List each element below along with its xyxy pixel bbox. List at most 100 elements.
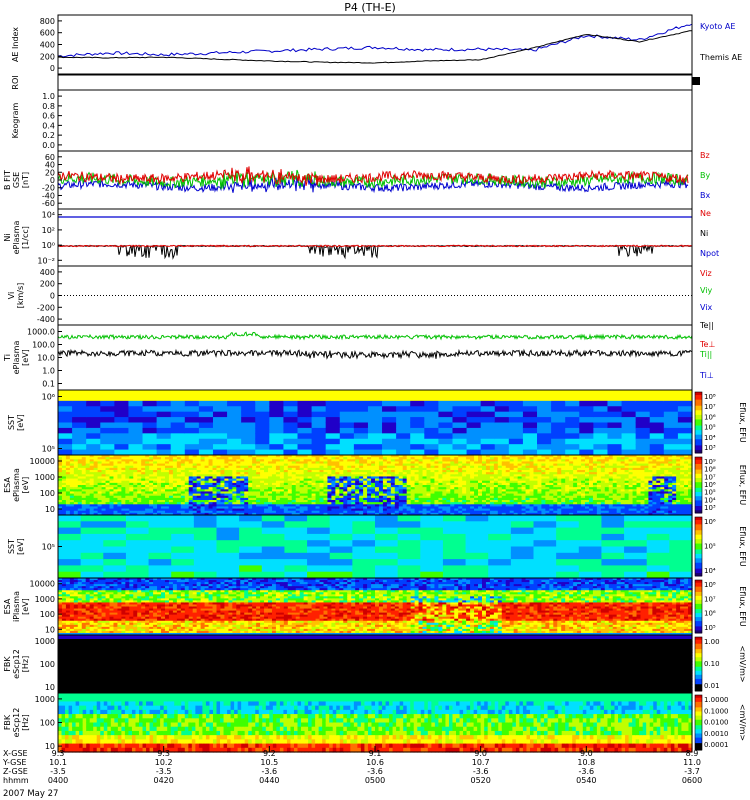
esa_e-cell	[137, 474, 142, 478]
esa_e-cell	[141, 457, 146, 460]
esa_e-cell	[311, 482, 317, 486]
esa_e-cell	[442, 474, 447, 478]
esa_e-cell	[442, 465, 447, 469]
esa_e-cell	[69, 510, 75, 514]
esa_e-cell	[279, 476, 285, 480]
esa_e-cell	[149, 489, 154, 493]
sst_e-cell	[522, 444, 538, 451]
esa_e-cell	[287, 478, 293, 482]
esa_e-cell	[351, 491, 356, 495]
esa_e-cell	[145, 459, 150, 463]
esa_e-cell	[58, 489, 63, 493]
esa_e-cell	[145, 480, 150, 484]
esa_e-cell	[434, 504, 439, 508]
esa_e-cell	[137, 482, 142, 486]
esa_e-cell	[394, 472, 400, 475]
esa_e-cell	[351, 472, 356, 475]
esa_e-cell	[137, 470, 142, 473]
esa_e-cell	[228, 506, 233, 510]
esa_e-cell	[295, 457, 301, 460]
esa_e-cell	[505, 495, 511, 499]
esa_e-cell	[533, 474, 539, 478]
esa_e-cell	[85, 487, 91, 490]
esa_e-cell	[121, 502, 126, 505]
esa_e-cell	[497, 489, 503, 493]
esa_e-cell	[450, 482, 455, 486]
esa_e-cell	[493, 461, 499, 465]
esa_e-cell	[478, 482, 483, 486]
esa_e-cell	[355, 465, 360, 469]
esa_e-cell	[275, 478, 281, 482]
esa_e-cell	[240, 463, 245, 467]
esa_e-cell	[244, 472, 249, 475]
esa_e-cell	[164, 467, 170, 471]
esa_e-cell	[485, 497, 491, 501]
esa_e-cell	[184, 491, 190, 495]
esa_e-cell	[458, 476, 463, 480]
esa_e-cell	[386, 495, 392, 499]
esa_e-cell	[414, 493, 420, 497]
esa_e-cell	[343, 478, 348, 482]
esa_e-cell	[232, 474, 237, 478]
esa_e-cell	[371, 465, 376, 469]
esa_e-cell	[65, 470, 71, 473]
esa_e-cell	[252, 493, 257, 497]
esa_e-cell	[125, 508, 130, 512]
sst_e-cell	[297, 422, 313, 429]
esa_e-cell	[220, 489, 226, 493]
sst_e-cell	[353, 438, 369, 445]
esa_e-cell	[390, 480, 396, 484]
esa_e-cell	[517, 476, 523, 480]
sst_e-cell	[255, 411, 270, 418]
esa_e-cell	[497, 487, 503, 490]
esa_e-cell	[248, 504, 253, 508]
esa_e-cell	[125, 467, 130, 471]
esa_e-cell	[371, 489, 376, 493]
sst_e-cell	[86, 444, 101, 451]
sst_e-cell	[170, 427, 186, 434]
esa_e-cell	[454, 500, 459, 503]
sst_e-cell	[410, 406, 425, 413]
esa_e-cell	[347, 459, 352, 463]
esa_e-cell	[347, 487, 352, 490]
esa_e-cell	[176, 495, 182, 499]
esa_e-cell	[157, 508, 162, 512]
esa_e-cell	[438, 491, 443, 495]
esa_e-cell	[513, 480, 519, 484]
esa_e-cell	[485, 504, 491, 508]
esa_e-cell	[501, 470, 507, 473]
esa_e-cell	[390, 478, 396, 482]
esa_e-cell	[244, 474, 249, 478]
esa_e-cell	[311, 474, 317, 478]
esa_e-cell	[462, 465, 467, 469]
esa_e-cell	[291, 508, 297, 512]
sst_e-cell	[227, 406, 242, 413]
esa_e-cell	[347, 470, 352, 473]
sst_e-cell	[551, 433, 566, 440]
esa_e-cell	[161, 489, 166, 493]
esa_e-cell	[58, 493, 63, 497]
esa_e-cell	[69, 480, 75, 484]
esa_e-cell	[402, 482, 408, 486]
esa_e-cell	[478, 463, 483, 467]
esa_e-cell	[390, 495, 396, 499]
esa_e-cell	[220, 474, 226, 478]
esa_e-cell	[145, 457, 150, 460]
esa_e-cell	[335, 493, 340, 497]
sst_e-cell	[494, 400, 510, 407]
esa_e-cell	[279, 493, 285, 497]
esa_e-cell	[157, 510, 162, 514]
esa_e-cell	[398, 455, 404, 458]
esa_e-cell	[430, 497, 436, 501]
esa_e-cell	[299, 480, 305, 484]
esa_e-cell	[351, 485, 356, 488]
esa_e-cell	[77, 472, 83, 475]
esa_e-cell	[69, 470, 75, 473]
esa_e-cell	[164, 480, 170, 484]
esa_e-cell	[319, 476, 325, 480]
esa_e-cell	[264, 497, 269, 501]
esa_e-cell	[422, 467, 428, 471]
esa_e-cell	[398, 489, 404, 493]
esa_e-cell	[307, 478, 313, 482]
esa_e-cell	[355, 502, 360, 505]
